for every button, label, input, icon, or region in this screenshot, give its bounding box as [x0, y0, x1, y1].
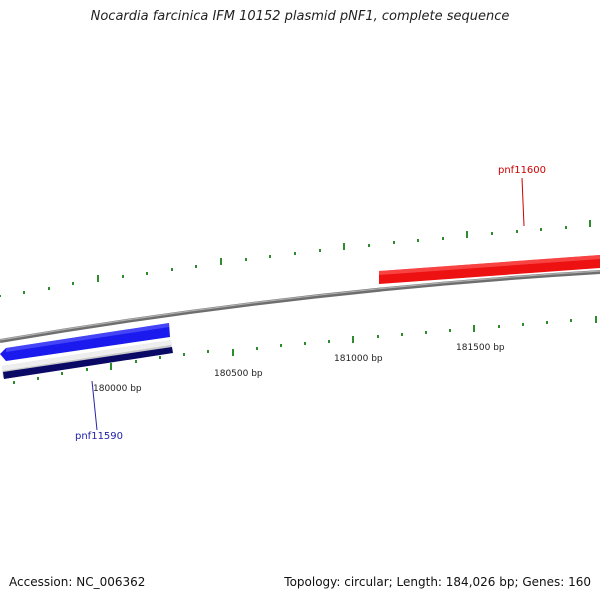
backbone-arc-highlight [0, 270, 600, 341]
ruler-lower [13, 316, 597, 384]
gene-pnf11600-label[interactable]: pnf11600 [498, 165, 546, 176]
gene-pnf11600-leader [521, 177, 525, 227]
backbone-arc [0, 270, 600, 343]
accession-text: Accession: NC_006362 [9, 575, 146, 589]
gene-pnf11590-leader [91, 380, 98, 431]
tick-label: 181000 bp [334, 354, 383, 364]
gene-pnf11590[interactable]: pnf11590 [0, 323, 173, 442]
ruler-upper [0, 220, 591, 297]
tick-label: 181500 bp [456, 343, 505, 353]
gene-pnf11590-label[interactable]: pnf11590 [75, 431, 123, 442]
tick-label: 180000 bp [93, 384, 142, 394]
map-title: Nocardia farcinica IFM 10152 plasmid pNF… [90, 9, 510, 24]
tick-label: 180500 bp [214, 369, 263, 379]
summary-text: Topology: circular; Length: 184,026 bp; … [284, 575, 591, 589]
gene-pnf11600[interactable]: pnf11600 [379, 165, 600, 284]
